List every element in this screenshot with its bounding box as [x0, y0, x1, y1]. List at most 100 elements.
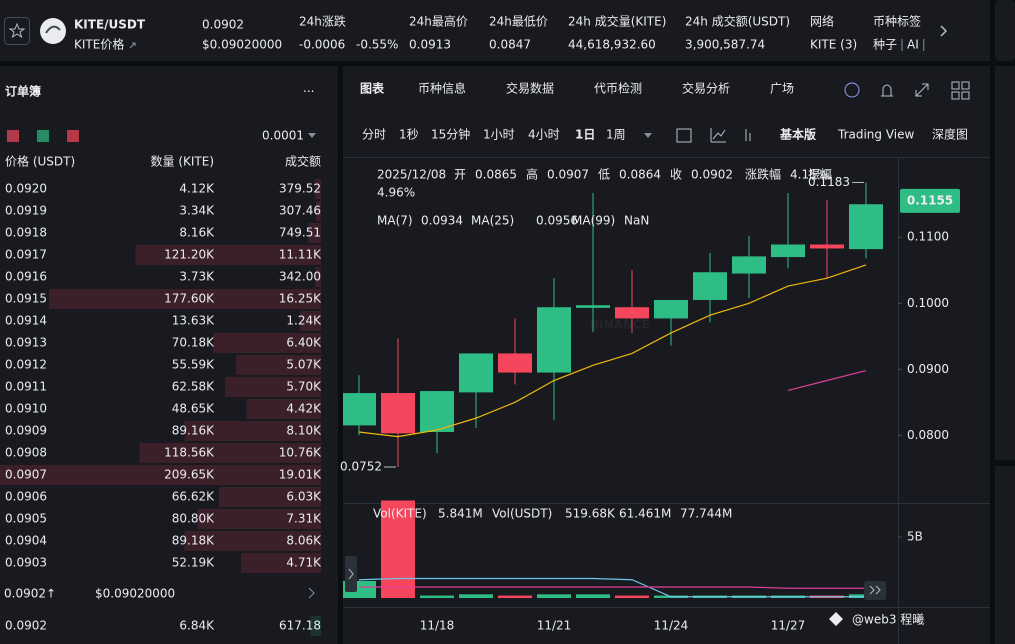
candle-body — [537, 307, 571, 373]
pair-name: KITE/USDT — [74, 18, 146, 32]
collapse-button[interactable] — [345, 556, 357, 592]
layout-icon[interactable] — [7, 130, 19, 142]
next-arrow[interactable] — [940, 25, 948, 37]
ai-icon[interactable] — [844, 82, 860, 98]
column-header: 数量 (KITE) — [151, 154, 215, 169]
ask-cell: 0.0905 — [5, 512, 47, 526]
ask-cell: 209.65K — [164, 468, 215, 482]
settings-icon[interactable] — [745, 129, 751, 141]
view-option[interactable]: Trading View — [837, 128, 915, 142]
y-tick-label: 0.1000 — [907, 296, 949, 310]
indicator-icon[interactable] — [710, 128, 726, 143]
ask-cell: 0.0906 — [5, 490, 47, 504]
ma-line — [358, 264, 867, 438]
precision-select[interactable]: 0.0001 — [262, 129, 304, 143]
x-tick-label: 11/21 — [537, 619, 572, 633]
volume-bar — [537, 594, 571, 598]
interval[interactable]: 分时 — [362, 128, 386, 142]
grid-icon[interactable] — [951, 81, 960, 90]
side-panel — [995, 66, 1015, 460]
grid-icon[interactable] — [951, 91, 960, 100]
depth-bar — [235, 355, 321, 375]
bell-icon[interactable] — [881, 84, 893, 97]
interval[interactable]: 1小时 — [483, 128, 515, 142]
watermark: BINANCE — [590, 318, 650, 332]
view-option[interactable]: 基本版 — [779, 127, 816, 142]
side-panel — [995, 466, 1015, 644]
ohlc-label: 开 — [454, 168, 466, 182]
dropdown-caret[interactable] — [644, 133, 652, 138]
candle-body — [498, 353, 532, 373]
candle-body — [381, 393, 415, 434]
stat-change: -0.55% — [356, 38, 398, 52]
ask-cell: 0.0916 — [5, 270, 47, 284]
ask-cell: 11.11K — [279, 248, 322, 262]
ask-cell: 0.0920 — [5, 182, 47, 196]
calendar-icon[interactable] — [676, 128, 692, 143]
candle-body — [849, 204, 883, 250]
ohlc-label: 振幅 — [808, 167, 832, 182]
layout-icon[interactable] — [67, 130, 79, 142]
depth-bar — [314, 179, 321, 199]
grid-icon[interactable] — [961, 81, 970, 90]
ask-cell: 307.46 — [279, 204, 321, 218]
more-arrow[interactable] — [308, 587, 315, 599]
ask-cell: 749.51 — [279, 226, 321, 240]
candle-body — [810, 244, 844, 249]
stat-label: 币种标签 — [873, 14, 921, 29]
interval[interactable]: 4小时 — [528, 128, 560, 142]
ask-cell: 7.31K — [286, 512, 322, 526]
layout-icon[interactable] — [37, 130, 49, 142]
tab[interactable]: 币种信息 — [418, 81, 466, 96]
ask-cell: 6.03K — [286, 490, 322, 504]
interval[interactable]: 15分钟 — [431, 127, 470, 142]
candle-body — [693, 272, 727, 300]
tab[interactable]: 图表 — [360, 81, 385, 96]
ma-value: 0.0934 — [421, 214, 463, 228]
ask-cell: 62.58K — [172, 380, 215, 394]
scroll-button[interactable] — [864, 581, 886, 600]
watermark-text: @web3 程曦 — [852, 612, 924, 627]
depth-bar — [135, 245, 321, 265]
ask-cell: 4.71K — [286, 556, 322, 570]
tab[interactable]: 交易分析 — [682, 81, 730, 96]
ask-cell: 0.0913 — [5, 336, 47, 350]
volume-bar — [615, 595, 649, 598]
collapse-arrow[interactable] — [348, 568, 354, 580]
ask-cell: 52.19K — [172, 556, 215, 570]
bid-cell: 0.0902 — [5, 619, 47, 633]
y-tick-label: 0.0900 — [907, 362, 949, 376]
x-tick-label: 11/24 — [654, 619, 689, 633]
ohlc-value: 4.96% — [377, 186, 415, 200]
grid-icon[interactable] — [961, 91, 970, 100]
stat-value: 0.0847 — [489, 38, 531, 52]
ask-cell: 55.59K — [172, 358, 215, 372]
interval[interactable]: 1日 — [575, 128, 595, 142]
depth-bar — [139, 443, 321, 463]
expand-icon[interactable] — [915, 83, 929, 97]
tab[interactable]: 交易数据 — [506, 81, 554, 96]
more-button[interactable]: ··· — [303, 85, 314, 99]
ohlc-value: 4.15% — [790, 168, 828, 182]
ask-cell: 8.16K — [179, 226, 215, 240]
depth-bar — [49, 289, 321, 309]
ma-label: MA(25) — [471, 214, 514, 228]
ma-label: MA(99) — [572, 214, 615, 228]
ask-cell: 10.76K — [279, 446, 322, 460]
tag[interactable]: 种子 — [873, 38, 897, 52]
view-option[interactable]: 深度图 — [932, 127, 968, 142]
interval[interactable]: 1秒 — [399, 128, 419, 142]
interval[interactable]: 1周 — [606, 128, 626, 142]
tab[interactable]: 广场 — [770, 82, 794, 96]
ohlc-label: 低 — [598, 168, 610, 182]
dropdown-caret[interactable] — [308, 133, 316, 138]
tag[interactable]: AI — [907, 38, 919, 52]
chart-panel — [343, 66, 990, 644]
candle-body — [343, 393, 376, 426]
scroll-arrow[interactable] — [869, 585, 881, 595]
stat-value: -0.0006 — [299, 38, 345, 52]
favorite-button[interactable] — [4, 17, 30, 45]
ask-cell: 8.06K — [286, 534, 322, 548]
depth-bar — [308, 223, 321, 243]
tab[interactable]: 代币检测 — [594, 81, 642, 96]
